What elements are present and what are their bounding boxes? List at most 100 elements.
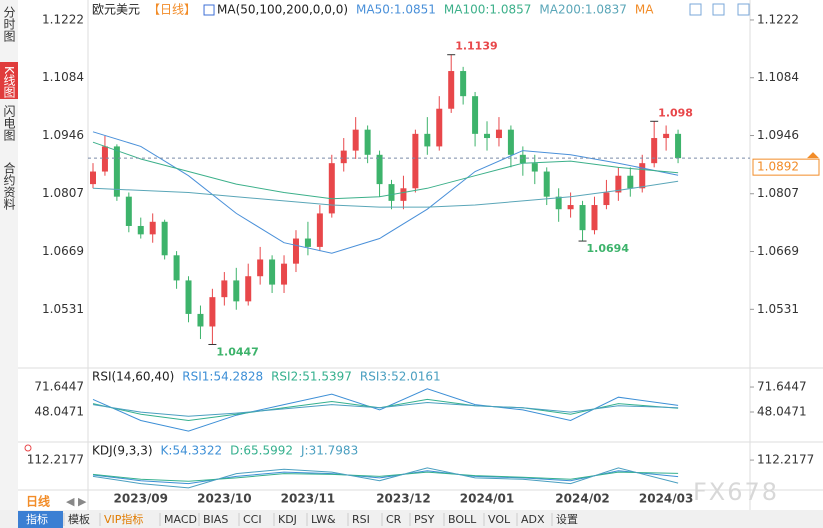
candle-body xyxy=(269,259,276,285)
candle-body xyxy=(603,192,610,206)
toolbar-item[interactable]: ADX xyxy=(521,513,545,526)
toolbar-item[interactable]: 设置 xyxy=(556,513,578,526)
icon[interactable] xyxy=(689,3,702,16)
sidebar xyxy=(0,0,18,510)
candle-body xyxy=(555,196,562,210)
y-tick-label-right: 1.0946 xyxy=(757,128,799,142)
candle-body xyxy=(376,154,383,185)
legend-entry: RSI1:54.2828 xyxy=(182,370,263,384)
last-price-box xyxy=(752,158,820,176)
side-tab[interactable]: 闪电图 xyxy=(2,105,16,141)
ma-line xyxy=(92,141,679,200)
y-tick-label-right: 1.1222 xyxy=(757,12,799,26)
candle-body xyxy=(90,171,96,185)
ma-line xyxy=(92,470,679,485)
period-label[interactable]: 日线 xyxy=(26,494,50,509)
toolbar-item[interactable]: VIP指标 xyxy=(104,512,143,526)
y-tick-label-right: 1.0531 xyxy=(757,302,799,316)
candle-body xyxy=(316,213,323,247)
candle-body xyxy=(221,280,228,298)
y-tick-label-right: 48.0471 xyxy=(757,405,807,419)
ma-line xyxy=(92,180,679,208)
candle-body xyxy=(591,205,598,231)
candle-body xyxy=(663,133,670,139)
icon[interactable] xyxy=(712,3,725,16)
ma-line xyxy=(92,467,679,489)
toolbar-item[interactable]: 指标 xyxy=(26,512,48,526)
ma-line xyxy=(92,471,679,482)
candle-body xyxy=(185,280,192,314)
x-tick-label: 2024/02 xyxy=(555,492,609,506)
y-tick-label: 1.0807 xyxy=(42,186,84,200)
candle-body xyxy=(400,188,407,201)
legend-entry: D:65.5992 xyxy=(230,444,293,458)
candle-body xyxy=(448,71,455,109)
toolbar-item[interactable]: KDJ xyxy=(278,513,297,526)
candle-body xyxy=(209,297,216,327)
candle-body xyxy=(675,133,682,159)
toolbar-item[interactable]: MACD xyxy=(164,513,197,526)
icon[interactable] xyxy=(737,3,750,16)
candle-body xyxy=(388,184,395,201)
toolbar-item[interactable]: VOL xyxy=(488,513,511,526)
toolbar-item[interactable]: LW& xyxy=(311,513,336,526)
y-tick-label: 1.1222 xyxy=(42,12,84,26)
extreme-label: 1.098 xyxy=(658,106,693,119)
y-tick-label: 1.0531 xyxy=(42,302,84,316)
y-tick-label: 1.1084 xyxy=(42,70,84,84)
candle-body xyxy=(137,225,144,235)
y-tick-label-right: 112.2177 xyxy=(757,453,814,467)
ma-icon xyxy=(203,4,215,16)
ma-line xyxy=(92,388,679,432)
candle-body xyxy=(292,238,299,264)
y-tick-label: 112.2177 xyxy=(27,453,84,467)
side-tab[interactable]: 合约资料 xyxy=(2,161,16,210)
candle-body xyxy=(531,163,538,172)
candle-body xyxy=(567,205,574,210)
candle-body xyxy=(627,175,634,189)
candle-body xyxy=(340,150,347,164)
candle-body xyxy=(245,276,252,302)
y-tick-label: 1.0669 xyxy=(42,244,84,258)
y-tick-label-right: 1.0669 xyxy=(757,244,799,258)
candle-body xyxy=(639,163,646,189)
header-text: MA xyxy=(635,3,654,17)
legend-entry: RSI2:51.5397 xyxy=(271,370,352,384)
legend-entry: RSI3:52.0161 xyxy=(360,370,441,384)
candle-body xyxy=(615,175,622,193)
toolbar-item[interactable]: BOLL xyxy=(448,513,477,526)
candle-body xyxy=(364,129,371,155)
candle-body xyxy=(304,238,311,247)
candle-body xyxy=(519,154,526,164)
x-tick-label: 2024/01 xyxy=(460,492,514,506)
legend-entry: MA50:1.0851 xyxy=(356,3,436,17)
y-tick-label-right: 1.0807 xyxy=(757,186,799,200)
candle-body xyxy=(233,280,240,302)
legend-entry: MA100:1.0857 xyxy=(444,3,532,17)
y-tick-label-right: 71.6447 xyxy=(757,380,807,394)
toolbar-item[interactable]: RSI xyxy=(352,513,370,526)
period-arrows[interactable]: ◀ ▶ xyxy=(66,495,87,508)
toolbar-item[interactable]: CCI xyxy=(243,513,262,526)
candle-body xyxy=(436,108,443,147)
extreme-label: 1.0694 xyxy=(587,242,630,255)
toolbar-item[interactable]: BIAS xyxy=(203,513,228,526)
header-text: 【日线】 xyxy=(148,3,196,17)
candle-body xyxy=(484,133,491,139)
side-tab[interactable]: 分时图 xyxy=(2,6,16,42)
toolbar-active xyxy=(18,511,63,528)
side-tab[interactable]: K线图 xyxy=(2,66,16,98)
legend-entry: J:31.7983 xyxy=(300,444,358,458)
ma-line xyxy=(92,131,679,254)
toolbar-item[interactable]: 模板 xyxy=(68,512,90,526)
toolbar-item[interactable]: CR xyxy=(386,513,402,526)
extreme-label: 1.0447 xyxy=(216,345,258,358)
toolbar-item[interactable]: PSY xyxy=(414,513,435,526)
y-tick-label: 71.6447 xyxy=(34,380,84,394)
settings-icon[interactable] xyxy=(24,444,32,452)
header-text: 欧元美元 xyxy=(92,3,140,17)
x-tick-label: 2023/09 xyxy=(114,492,168,506)
side-tab-active xyxy=(0,62,18,99)
candle-body xyxy=(495,129,502,139)
